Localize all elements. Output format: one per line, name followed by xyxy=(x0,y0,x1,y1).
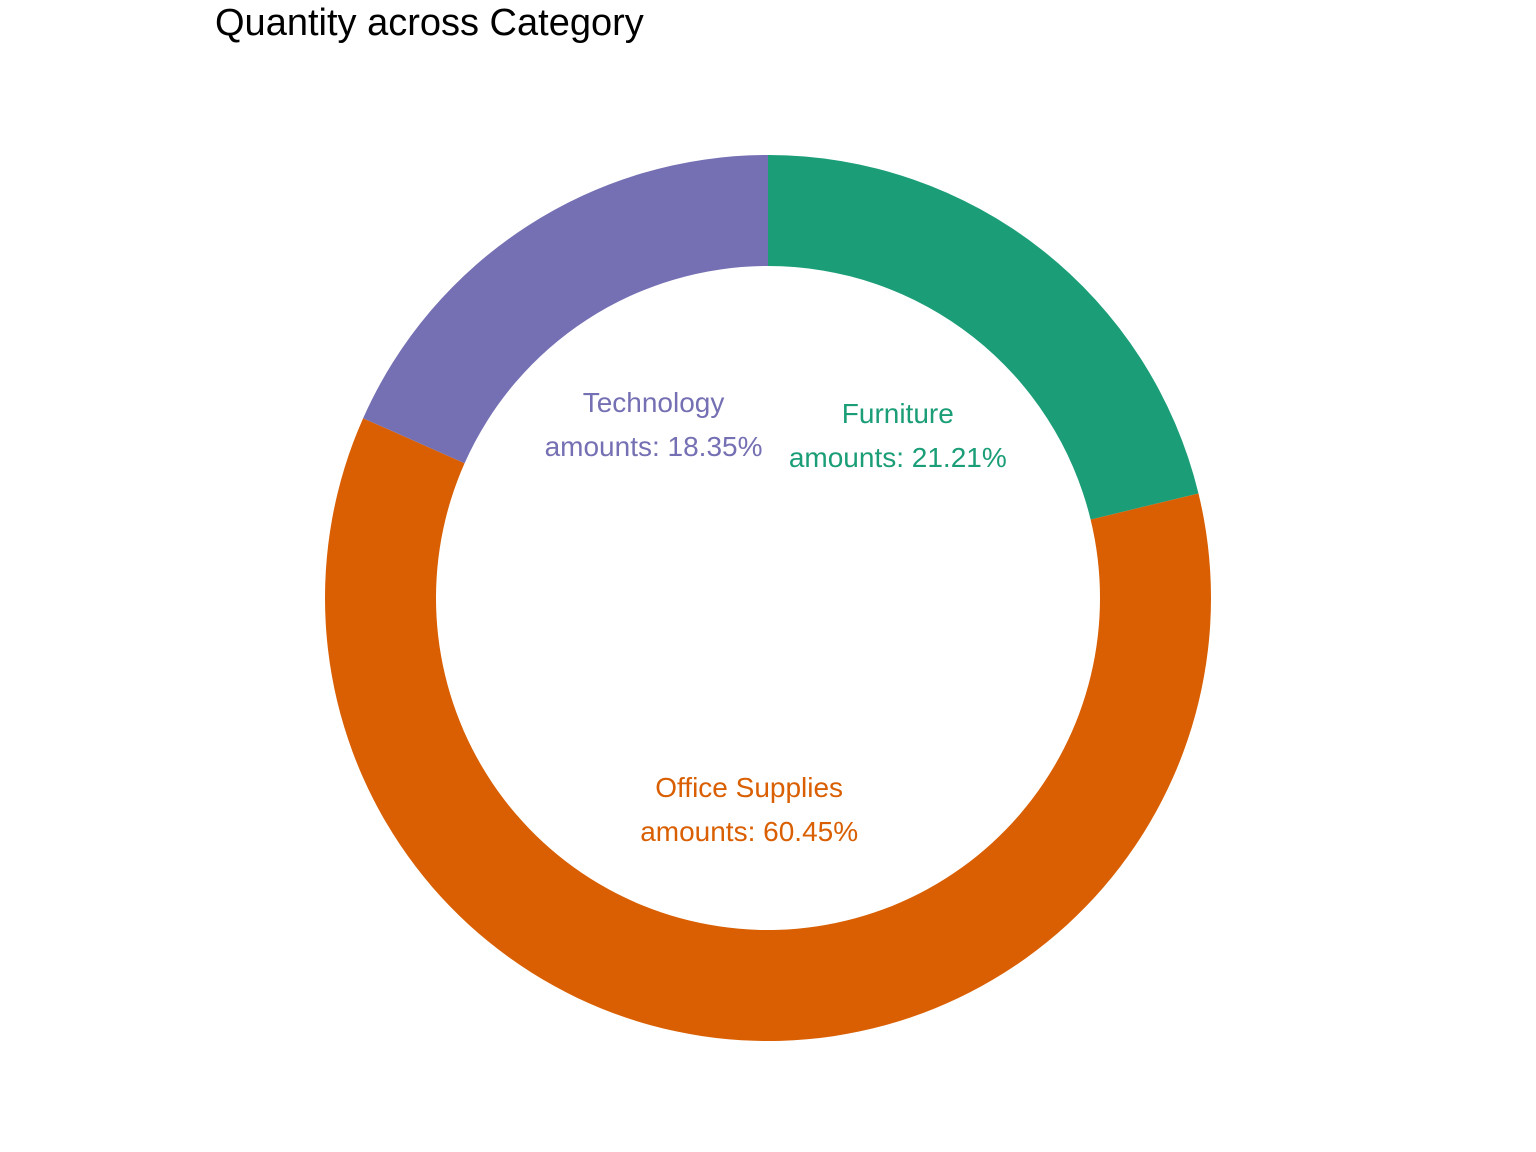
slice-office-supplies xyxy=(325,418,1212,1042)
labels-group: Furniture amounts: 21.21% Office Supplies a… xyxy=(545,387,1007,847)
slice-label-name: Furniture xyxy=(842,398,954,429)
slice-label-value: amounts: 60.45% xyxy=(640,816,858,847)
slice-label-furniture: Furniture amounts: 21.21% xyxy=(789,398,1007,473)
slice-label-name: Office Supplies xyxy=(655,772,843,803)
slice-label-office-supplies: Office Supplies amounts: 60.45% xyxy=(640,772,858,847)
slice-label-technology: Technology amounts: 18.35% xyxy=(545,387,763,462)
slices-group xyxy=(325,155,1212,1042)
slice-label-name: Technology xyxy=(583,387,725,418)
chart-title: Quantity across Category xyxy=(215,2,644,44)
slice-technology xyxy=(363,155,768,464)
slice-label-value: amounts: 18.35% xyxy=(545,431,763,462)
slice-label-value: amounts: 21.21% xyxy=(789,442,1007,473)
slice-furniture xyxy=(768,155,1199,520)
